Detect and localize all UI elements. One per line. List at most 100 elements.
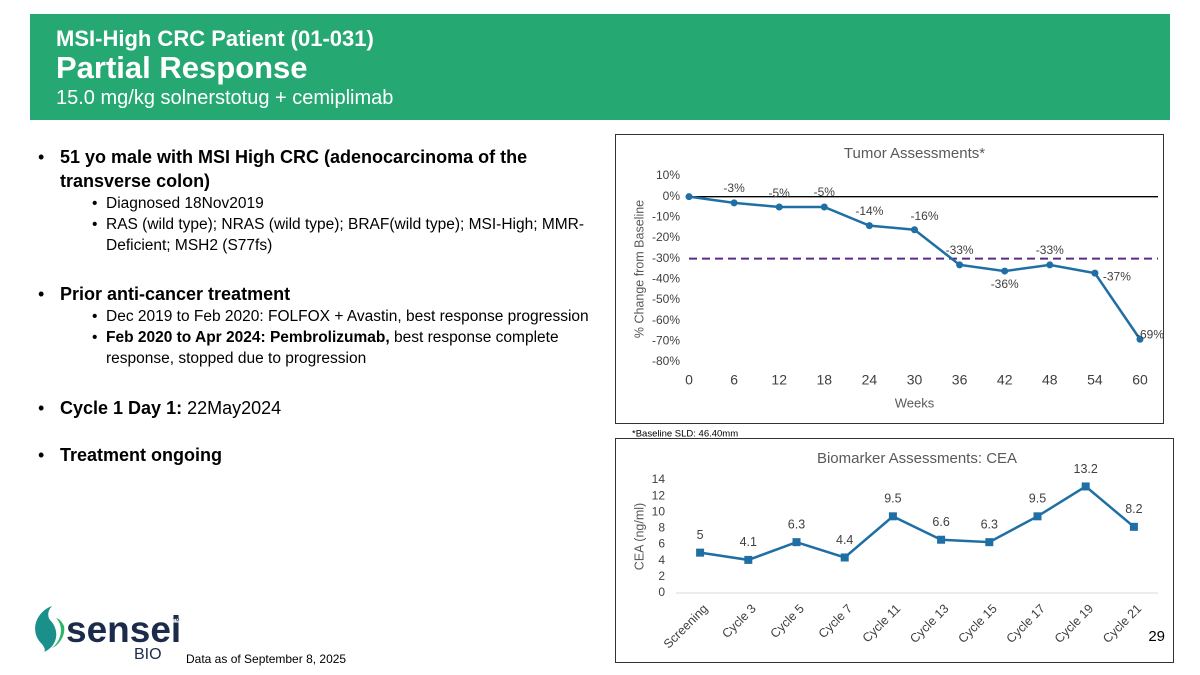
data-label: 4.1 [740,535,757,549]
x-tick-label: Screening [661,602,711,652]
bullet: 51 yo male with MSI High CRC (adenocarci… [38,145,611,256]
y-tick-label: 6 [658,537,665,551]
bullet-text: Prior anti-cancer treatment [60,284,291,304]
data-point [1001,267,1009,275]
data-label: 9.5 [1029,492,1046,506]
data-point [1081,482,1090,491]
sub-bullet: RAS (wild type); NRAS (wild type); BRAF(… [92,214,611,256]
data-label: -36% [991,277,1019,291]
y-tick-label: -50% [652,292,680,306]
data-label: 4.4 [836,533,853,547]
data-point [865,222,873,230]
data-label: -5% [814,185,836,199]
header-band: MSI-High CRC Patient (01-031) Partial Re… [30,14,1170,120]
x-tick-label: 6 [730,372,738,388]
y-tick-label: 12 [652,488,666,502]
data-point [1129,522,1138,531]
data-point [1091,269,1099,277]
chart-frame [615,438,1174,663]
data-label: 8.2 [1125,502,1142,516]
date-note: Data as of September 8, 2025 [186,652,346,666]
x-tick-label: Cycle 17 [1004,602,1048,646]
x-tick-label: 54 [1087,372,1103,388]
logo: sensei ™ BIO [35,606,181,663]
header-title: Partial Response [56,50,308,85]
data-label: -33% [1036,243,1064,257]
x-tick-label: Cycle 15 [955,602,999,646]
data-label: 9.5 [884,492,901,506]
x-tick-label: Cycle 13 [907,602,951,646]
data-point [775,203,783,211]
data-point [1046,261,1054,269]
data-point [685,193,693,201]
page-number: 29 [1148,628,1165,645]
data-point [730,199,738,207]
data-label: -37% [1103,269,1131,283]
data-label: -5% [769,186,791,200]
y-tick-label: 8 [658,521,665,535]
x-tick-label: Cycle 5 [768,602,807,641]
data-point [888,512,897,521]
data-label: 5 [697,528,704,542]
x-tick-label: 48 [1042,372,1058,388]
bullet-text: 51 yo male with MSI High CRC (adenocarci… [60,147,528,191]
data-label: -14% [855,204,883,218]
logo-mark [35,606,57,652]
header-eyebrow: MSI-High CRC Patient (01-031) [56,26,374,51]
x-tick-label: 24 [862,372,878,388]
y-tick-label: -20% [652,230,680,244]
x-tick-label: Cycle 11 [860,602,904,646]
y-tick-label: 0 [658,585,665,599]
y-tick-label: 4 [658,553,665,567]
x-tick-label: Cycle 7 [816,602,855,641]
data-point [911,226,918,234]
sub-bullet: Dec 2019 to Feb 2020: FOLFOX + Avastin, … [92,306,611,327]
y-tick-label: -80% [652,354,680,368]
y-tick-label: -40% [652,272,680,286]
sub-bullet-lead: Feb 2020 to Apr 2024: Pembrolizumab, [106,329,390,346]
data-point [840,553,849,562]
data-line [699,484,1135,562]
data-point [937,535,946,544]
data-point [956,261,964,269]
y-axis-label: CEA (ng/ml) [632,503,646,570]
x-tick-label: 42 [997,372,1013,388]
x-axis-label: Weeks [895,395,935,410]
data-point [792,538,801,547]
sub-bullet: Diagnosed 18Nov2019 [92,193,611,214]
logo-tm: ™ [172,617,180,626]
y-tick-label: 10 [652,504,666,518]
x-tick-label: 0 [685,372,693,388]
bullet-text: 22May2024 [187,398,282,418]
x-tick-label: Cycle 21 [1100,602,1144,646]
bullet-lead: Cycle 1 Day 1: [60,398,183,418]
y-tick-label: -10% [652,210,680,224]
data-point [744,555,753,564]
y-axis-label: % Change from Baseline [632,200,646,338]
data-label: -16% [910,209,938,223]
bullet: Treatment ongoing [38,443,600,467]
chart-frame [615,134,1164,424]
x-tick-label: 12 [771,372,787,388]
data-label: -3% [723,181,745,195]
y-tick-label: -30% [652,251,680,265]
data-label: -33% [946,243,974,257]
logo-name: sensei [66,609,181,650]
data-label: 6.6 [932,515,949,529]
y-tick-label: 0% [663,189,681,203]
y-tick-label: 14 [652,472,666,486]
y-tick-label: -70% [652,334,680,348]
x-tick-label: Cycle 19 [1052,602,1096,646]
x-tick-label: 18 [817,372,833,388]
y-tick-label: -60% [652,313,680,327]
data-point [820,203,828,211]
data-label: 6.3 [981,517,998,531]
logo-mark [52,618,65,648]
data-point [1033,512,1042,521]
chart-title: Biomarker Assessments: CEA [817,450,1017,467]
x-tick-label: Cycle 3 [719,602,758,641]
x-tick-label: 36 [952,372,968,388]
y-tick-label: 2 [658,569,665,583]
bullet: Cycle 1 Day 1: 22May2024 [38,396,600,420]
chart-title: Tumor Assessments* [844,145,985,162]
